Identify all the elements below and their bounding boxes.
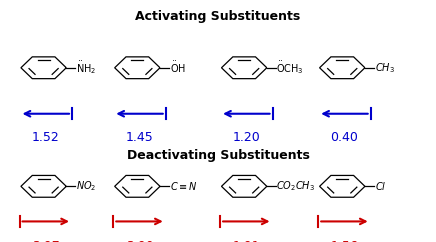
Text: $\mathdefault{\ddot{O}CH_3}$: $\mathdefault{\ddot{O}CH_3}$	[276, 59, 304, 76]
Text: $\mathdefault{\ddot{N}H_2}$: $\mathdefault{\ddot{N}H_2}$	[76, 59, 96, 76]
Text: Activating Substituents: Activating Substituents	[135, 10, 301, 23]
Text: 1.20: 1.20	[232, 131, 260, 144]
Text: $CO_2CH_3$: $CO_2CH_3$	[276, 179, 316, 193]
Text: $Cl$: $Cl$	[375, 180, 386, 192]
Text: $CH_3$: $CH_3$	[375, 61, 395, 75]
Text: $\mathdefault{\ddot{O}H}$: $\mathdefault{\ddot{O}H}$	[170, 60, 186, 75]
Text: 1.52: 1.52	[32, 131, 60, 144]
Text: 1.91: 1.91	[232, 240, 260, 242]
Text: 1.56: 1.56	[330, 240, 358, 242]
Text: 0.40: 0.40	[330, 131, 358, 144]
Text: 3.90: 3.90	[126, 240, 153, 242]
Text: Deactivating Substituents: Deactivating Substituents	[126, 149, 310, 162]
Text: $C{\equiv}N$: $C{\equiv}N$	[170, 180, 198, 192]
Text: 1.45: 1.45	[126, 131, 153, 144]
Text: $NO_2$: $NO_2$	[76, 179, 96, 193]
Text: 3.97: 3.97	[32, 240, 60, 242]
